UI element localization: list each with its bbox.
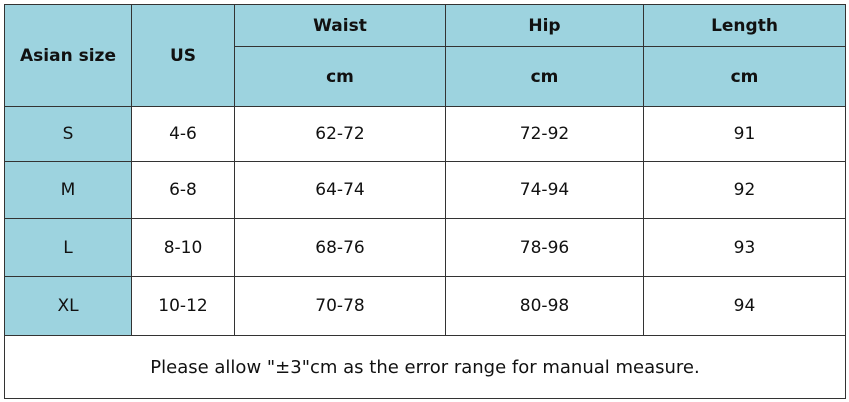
size-row: L 8-10 68-76 78-96 93 [4, 218, 846, 277]
cell: 8-10 [131, 218, 235, 277]
cell: 10-12 [131, 276, 235, 336]
size-row: M 6-8 64-74 74-94 92 [4, 161, 846, 219]
cell: 80-98 [445, 276, 644, 336]
header-cell: US [131, 4, 235, 107]
size-row: XL 10-12 70-78 80-98 94 [4, 276, 846, 336]
header-cell: Length [643, 4, 846, 47]
size-row: S 4-6 62-72 72-92 91 [4, 106, 846, 162]
header-row: Asian size US Waist Hip Length [4, 4, 846, 107]
cell: 94 [643, 276, 846, 336]
cell: 6-8 [131, 161, 235, 219]
cell: XL [4, 276, 132, 336]
size-table: Asian size US Waist Hip Length cm cm cm … [4, 4, 846, 399]
unit-cell: cm [445, 46, 644, 107]
cell: L [4, 218, 132, 277]
cell: 62-72 [234, 106, 446, 162]
cell: 70-78 [234, 276, 446, 336]
table-body: Asian size US Waist Hip Length cm cm cm … [4, 4, 846, 399]
cell: 4-6 [131, 106, 235, 162]
cell: 92 [643, 161, 846, 219]
note-row: Please allow "±3"cm as the error range f… [4, 335, 846, 399]
cell: 78-96 [445, 218, 644, 277]
unit-row: cm cm cm [5, 46, 846, 107]
header-cell: Asian size [4, 4, 132, 107]
cell: M [4, 161, 132, 219]
header-cell: Hip [445, 4, 644, 47]
cell: 74-94 [445, 161, 644, 219]
header-cell: Waist [234, 4, 446, 47]
note: Please allow "±3"cm as the error range f… [4, 335, 846, 399]
cell: 64-74 [234, 161, 446, 219]
cell: S [4, 106, 132, 162]
unit-cell: cm [234, 46, 446, 107]
cell: 72-92 [445, 106, 644, 162]
cell: 93 [643, 218, 846, 277]
cell: 68-76 [234, 218, 446, 277]
unit-cell: cm [643, 46, 846, 107]
cell: 91 [643, 106, 846, 162]
